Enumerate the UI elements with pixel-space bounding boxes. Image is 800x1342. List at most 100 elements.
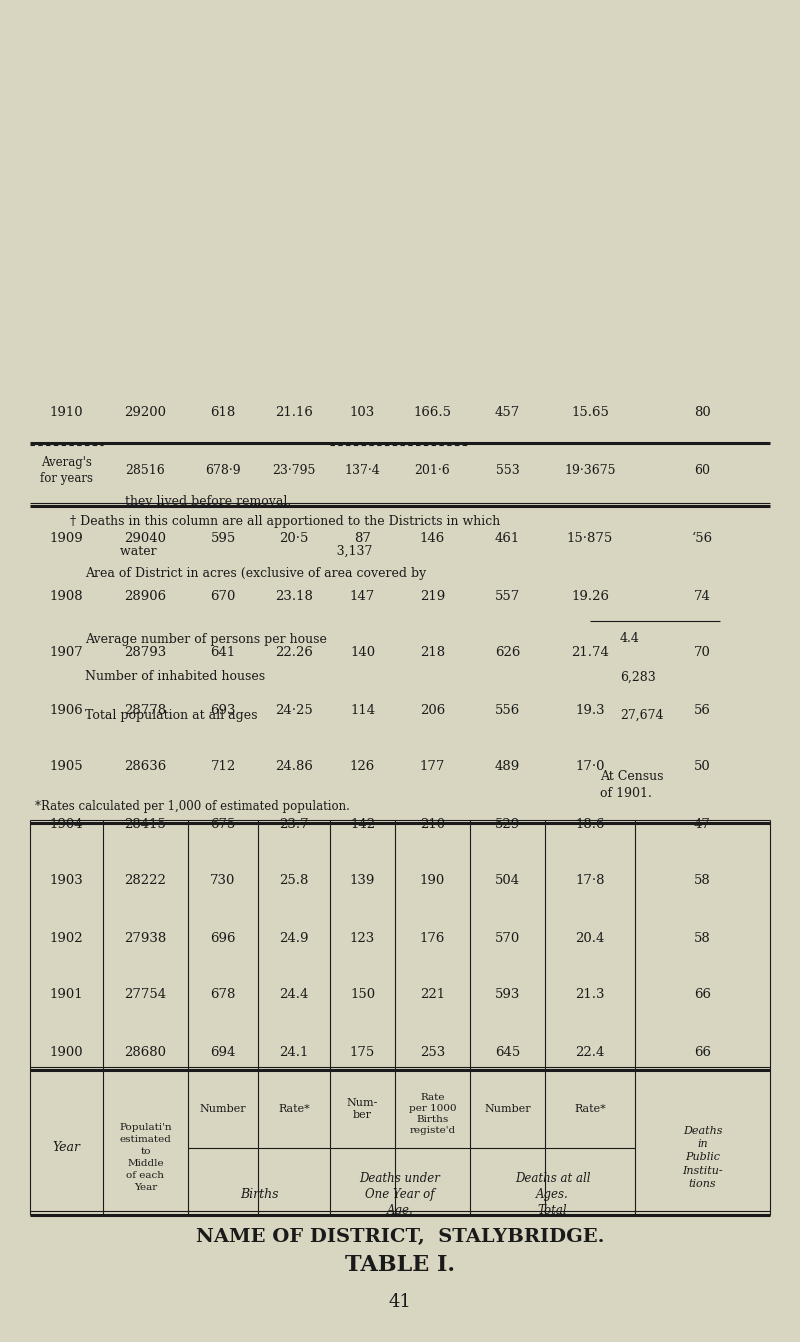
Text: Rate*: Rate* xyxy=(278,1104,310,1114)
Text: 21.3: 21.3 xyxy=(575,989,605,1001)
Text: 553: 553 xyxy=(496,464,519,476)
Text: 645: 645 xyxy=(495,1045,520,1059)
Text: 58: 58 xyxy=(694,875,711,887)
Text: 6,283: 6,283 xyxy=(620,671,656,683)
Text: Deaths at all
Ages.
Total: Deaths at all Ages. Total xyxy=(514,1172,590,1217)
Text: 20·5: 20·5 xyxy=(279,533,309,545)
Text: 175: 175 xyxy=(350,1045,375,1059)
Text: 123: 123 xyxy=(350,931,375,945)
Text: 15·875: 15·875 xyxy=(567,533,613,545)
Text: 1904: 1904 xyxy=(50,817,83,831)
Text: 626: 626 xyxy=(495,647,520,659)
Text: 190: 190 xyxy=(420,875,445,887)
Text: 24.86: 24.86 xyxy=(275,761,313,773)
Text: 41: 41 xyxy=(389,1292,411,1311)
Text: 712: 712 xyxy=(210,761,236,773)
Text: ‘56: ‘56 xyxy=(692,533,713,545)
Text: 670: 670 xyxy=(210,589,236,603)
Text: 201·6: 201·6 xyxy=(414,464,450,476)
Text: 24.4: 24.4 xyxy=(279,989,309,1001)
Text: Num-
ber: Num- ber xyxy=(347,1098,378,1121)
Text: 489: 489 xyxy=(495,761,520,773)
Text: 28680: 28680 xyxy=(125,1045,166,1059)
Text: TABLE I.: TABLE I. xyxy=(345,1253,455,1276)
Text: 23·795: 23·795 xyxy=(272,464,316,476)
Text: 29200: 29200 xyxy=(125,407,166,419)
Text: 20.4: 20.4 xyxy=(575,931,605,945)
Text: 47: 47 xyxy=(694,817,711,831)
Text: Births: Births xyxy=(240,1188,278,1201)
Text: 126: 126 xyxy=(350,761,375,773)
Text: 150: 150 xyxy=(350,989,375,1001)
Text: 1900: 1900 xyxy=(50,1045,83,1059)
Text: 206: 206 xyxy=(420,703,445,717)
Text: 1906: 1906 xyxy=(50,703,83,717)
Text: 146: 146 xyxy=(420,533,445,545)
Text: 22.26: 22.26 xyxy=(275,647,313,659)
Text: 80: 80 xyxy=(694,407,711,419)
Text: 74: 74 xyxy=(694,589,711,603)
Text: 139: 139 xyxy=(350,875,375,887)
Text: they lived before removal.: they lived before removal. xyxy=(125,494,291,507)
Text: 18.6: 18.6 xyxy=(575,817,605,831)
Text: 23.7: 23.7 xyxy=(279,817,309,831)
Text: 27,674: 27,674 xyxy=(620,709,663,722)
Text: 593: 593 xyxy=(495,989,520,1001)
Text: Averag's
for years: Averag's for years xyxy=(40,456,93,484)
Text: 24.9: 24.9 xyxy=(279,931,309,945)
Text: Rate
per 1000
Births
registe'd: Rate per 1000 Births registe'd xyxy=(409,1092,456,1135)
Text: 595: 595 xyxy=(210,533,236,545)
Text: 87: 87 xyxy=(354,533,371,545)
Text: 28793: 28793 xyxy=(124,647,166,659)
Text: NAME OF DISTRICT,  STALYBRIDGE.: NAME OF DISTRICT, STALYBRIDGE. xyxy=(196,1228,604,1245)
Text: 457: 457 xyxy=(495,407,520,419)
Text: 504: 504 xyxy=(495,875,520,887)
Text: 166.5: 166.5 xyxy=(414,407,451,419)
Text: 29040: 29040 xyxy=(125,533,166,545)
Text: 696: 696 xyxy=(210,931,236,945)
Text: 28906: 28906 xyxy=(125,589,166,603)
Text: 693: 693 xyxy=(210,703,236,717)
Text: 1905: 1905 xyxy=(50,761,83,773)
Text: 56: 56 xyxy=(694,703,711,717)
Text: 557: 557 xyxy=(495,589,520,603)
Text: 60: 60 xyxy=(694,464,710,476)
Text: Number of inhabited houses: Number of inhabited houses xyxy=(85,671,269,683)
Text: 678·9: 678·9 xyxy=(205,464,241,476)
Text: 28516: 28516 xyxy=(126,464,166,476)
Text: water                                             3,137: water 3,137 xyxy=(120,545,372,557)
Text: *Rates calculated per 1,000 of estimated population.: *Rates calculated per 1,000 of estimated… xyxy=(35,800,350,813)
Text: 1903: 1903 xyxy=(50,875,83,887)
Text: 730: 730 xyxy=(210,875,236,887)
Text: 641: 641 xyxy=(210,647,236,659)
Text: Number: Number xyxy=(484,1104,531,1114)
Text: 28778: 28778 xyxy=(125,703,166,717)
Text: 19.3: 19.3 xyxy=(575,703,605,717)
Text: 142: 142 xyxy=(350,817,375,831)
Text: 23.18: 23.18 xyxy=(275,589,313,603)
Text: 1907: 1907 xyxy=(50,647,83,659)
Text: 556: 556 xyxy=(495,703,520,717)
Text: 4.4: 4.4 xyxy=(620,632,640,646)
Text: 219: 219 xyxy=(420,589,445,603)
Text: Total population at all ages: Total population at all ages xyxy=(85,709,262,722)
Text: 147: 147 xyxy=(350,589,375,603)
Text: 253: 253 xyxy=(420,1045,445,1059)
Text: 24·25: 24·25 xyxy=(275,703,313,717)
Text: Rate*: Rate* xyxy=(574,1104,606,1114)
Text: 1902: 1902 xyxy=(50,931,83,945)
Text: 694: 694 xyxy=(210,1045,236,1059)
Text: 114: 114 xyxy=(350,703,375,717)
Text: Year: Year xyxy=(53,1141,81,1154)
Text: 27754: 27754 xyxy=(125,989,166,1001)
Text: 618: 618 xyxy=(210,407,236,419)
Text: 461: 461 xyxy=(495,533,520,545)
Text: 28636: 28636 xyxy=(124,761,166,773)
Text: 21.74: 21.74 xyxy=(571,647,609,659)
Text: 1908: 1908 xyxy=(50,589,83,603)
Text: 103: 103 xyxy=(350,407,375,419)
Text: Deaths under
One Year of
Age.: Deaths under One Year of Age. xyxy=(359,1172,441,1217)
Text: 1910: 1910 xyxy=(50,407,83,419)
Text: Average number of persons per house: Average number of persons per house xyxy=(85,632,331,646)
Text: 24.1: 24.1 xyxy=(279,1045,309,1059)
